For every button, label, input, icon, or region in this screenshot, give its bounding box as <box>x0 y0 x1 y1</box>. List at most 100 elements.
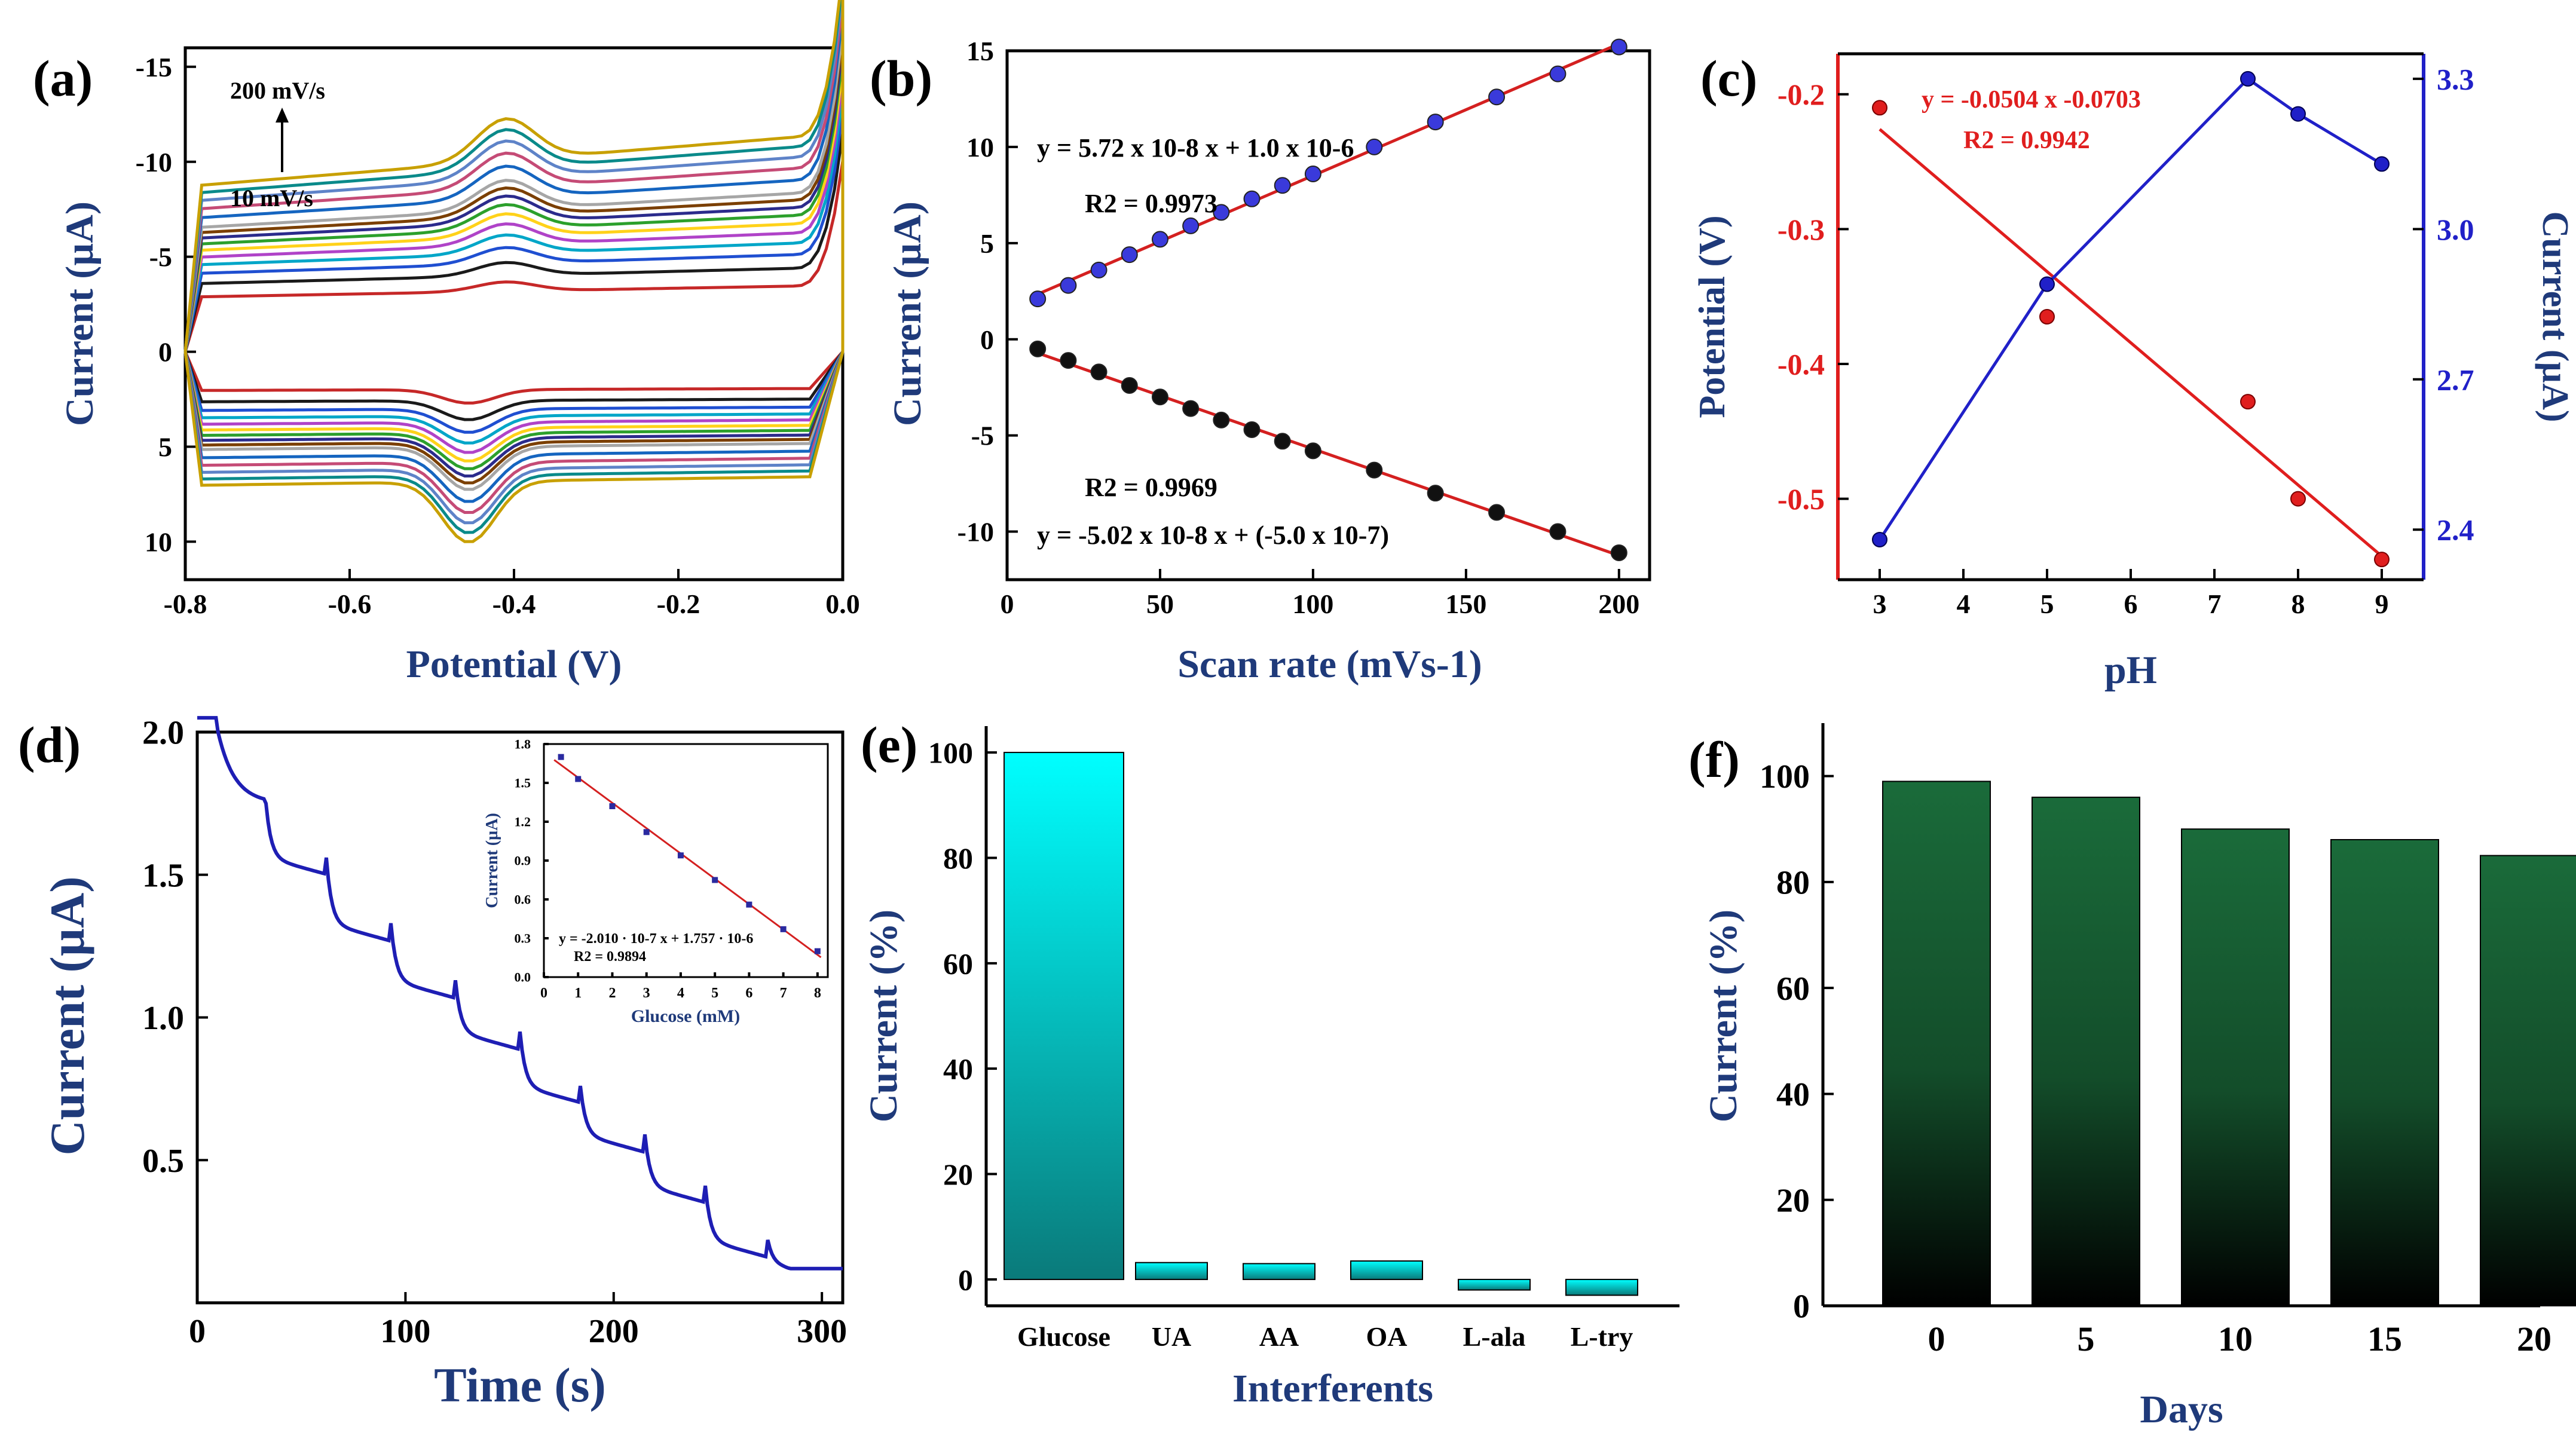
panel-d-xlabel: Time (s) <box>434 1358 606 1412</box>
panel-c-ph-chart: (c) 3 4 5 6 7 8 9-0.2-0.3-0.4-0.52.42.73.03.3 … <box>1692 50 2575 692</box>
category-label-UA: UA <box>1152 1321 1191 1352</box>
panel-f-y-tick-label: 20 <box>1776 1182 1810 1219</box>
data-point-anodic <box>1366 138 1383 155</box>
data-point-anodic <box>1213 204 1230 221</box>
cv-curve-20-mVs <box>183 131 845 421</box>
panel-a-y-tick-label: -15 <box>136 52 172 82</box>
panel-b-r2-anodic: R2 = 0.9973 <box>1085 189 1217 218</box>
data-point-potential <box>2240 394 2256 410</box>
inset-data-point <box>643 829 650 835</box>
series-line-current <box>1878 76 2383 541</box>
panel-f-y-tick-label: 40 <box>1776 1076 1810 1113</box>
data-point-anodic <box>1610 38 1627 56</box>
panel-label-f: (f) <box>1688 731 1740 788</box>
panel-b-x-tick-label: 0 <box>1001 589 1014 619</box>
panel-d-x-tick-label: 200 <box>589 1313 639 1350</box>
panel-f-ylabel: Current (%) <box>1702 910 1745 1122</box>
inset-data-point <box>780 926 787 932</box>
data-point-cathodic <box>1151 388 1168 406</box>
panel-a-y-tick-label: 0 <box>158 337 172 368</box>
data-point-anodic <box>1274 177 1291 194</box>
data-point-cathodic <box>1304 442 1321 460</box>
inset-y-tick-label: 0.3 <box>515 931 531 946</box>
inset-data-point <box>677 852 684 859</box>
panel-b-y-tick-label: 0 <box>980 325 994 355</box>
panel-e-y-tick-label: 100 <box>928 736 973 770</box>
panel-d-y-tick-label: 0.5 <box>142 1143 184 1180</box>
panel-c-ylabel-right: Current (µA) <box>2535 211 2575 422</box>
panel-f-y-tick-label: 100 <box>1760 758 1810 795</box>
inset-plot-frame <box>543 743 829 978</box>
inset-x-tick-label: 5 <box>711 985 718 1001</box>
data-point-anodic <box>1090 261 1108 278</box>
bar-UA <box>1135 1262 1208 1280</box>
panel-label-e: (e) <box>861 716 917 773</box>
panel-b-scan-rate-chart: (b) 0 50 100 150 200 -10 -5 0 5 10 15 Scan rate (m… <box>870 36 1651 686</box>
bar-day-20 <box>2480 855 2576 1307</box>
panel-f-stability-chart: (f) 0 20 40 60 80 100 0 5 10 15 20 Days Current (%… <box>1688 723 2576 1431</box>
panel-c-x-tick-label: 7 <box>2208 589 2222 619</box>
data-point-potential <box>2039 309 2055 325</box>
panel-b-plot-frame <box>1005 49 1651 581</box>
fit-line-potential <box>1879 128 2383 558</box>
panel-c-yright-tick-label: 2.4 <box>2437 513 2474 547</box>
panel-a-annotation-10: 10 mV/s <box>230 185 313 212</box>
category-label-day-10: 10 <box>2218 1320 2253 1358</box>
data-point-cathodic <box>1427 485 1444 502</box>
inset-x-tick-label: 3 <box>643 985 650 1001</box>
data-point-anodic <box>1304 165 1321 182</box>
panel-b-y-tick-label: -10 <box>957 517 994 547</box>
inset-x-tick-label: 4 <box>677 985 684 1001</box>
panel-d-amperometry-chart: (d) 0 100 200 300 0.5 1.0 1.5 2.0 Time (s) Curr… <box>18 715 847 1412</box>
bar-day-15 <box>2330 839 2439 1306</box>
inset-data-point <box>558 754 564 760</box>
data-point-cathodic <box>1121 376 1138 394</box>
panel-e-y-tick-label: 0 <box>958 1263 973 1296</box>
panel-d-ylabel: Current (µA) <box>40 876 94 1155</box>
panel-d-y-tick-label: 1.0 <box>142 1000 184 1037</box>
panel-a-plot-frame <box>183 46 845 581</box>
panel-a-x-tick-label: -0.8 <box>164 589 207 619</box>
panel-f-y-tick-label: 60 <box>1776 971 1810 1008</box>
data-point-current <box>2240 71 2256 87</box>
amperometric-trace <box>197 716 843 1271</box>
panel-b-xlabel: Scan rate (mVs-1) <box>1177 642 1482 686</box>
inset-x-tick-label: 7 <box>780 985 787 1001</box>
panel-c-x-tick-label: 4 <box>1957 589 1971 619</box>
panel-c-x-tick-label: 3 <box>1873 589 1887 619</box>
panel-b-r2-cathodic: R2 = 0.9969 <box>1085 473 1217 502</box>
panel-label-c: (c) <box>1700 50 1757 107</box>
inset-equation: y = -2.010 · 10-7 x + 1.757 · 10-6 <box>559 931 753 947</box>
data-point-cathodic <box>1366 461 1383 479</box>
inset-data-point <box>746 901 752 908</box>
inset-x-tick-label: 6 <box>745 985 752 1001</box>
inset-y-tick-label: 0.6 <box>515 892 531 907</box>
inset-x-tick-label: 8 <box>814 985 821 1001</box>
bar-OA <box>1350 1260 1423 1280</box>
bar-day-10 <box>2181 828 2290 1306</box>
inset-x-tick-label: 0 <box>540 985 547 1001</box>
panel-a-y-tick-label: -5 <box>149 242 172 273</box>
bar-L-try <box>1565 1278 1638 1296</box>
panel-c-fit-r2: R2 = 0.9942 <box>1963 127 2090 154</box>
category-label-day-0: 0 <box>1928 1320 1945 1358</box>
category-label-day-20: 20 <box>2517 1320 2551 1358</box>
panel-e-y-tick-label: 20 <box>943 1158 973 1191</box>
bar-day-0 <box>1882 780 1991 1306</box>
panel-a-x-tick-label: -0.2 <box>657 589 700 619</box>
panel-label-d: (d) <box>18 716 81 773</box>
data-point-cathodic <box>1213 411 1230 428</box>
inset-data-point <box>575 776 582 782</box>
panel-b-y-tick-label: 5 <box>980 228 994 259</box>
data-point-anodic <box>1427 114 1444 131</box>
category-label-day-5: 5 <box>2078 1320 2095 1358</box>
data-point-cathodic <box>1060 352 1077 369</box>
panel-f-y-tick-label: 80 <box>1776 865 1810 902</box>
panel-a-x-tick-label: 0.0 <box>825 589 860 619</box>
data-point-cathodic <box>1549 523 1567 540</box>
panel-c-yright-tick-label: 3.0 <box>2437 213 2474 246</box>
data-point-cathodic <box>1610 544 1627 561</box>
panel-c-x-tick-label: 9 <box>2375 589 2389 619</box>
panel-b-x-tick-label: 100 <box>1292 589 1333 619</box>
data-point-cathodic <box>1274 433 1291 450</box>
